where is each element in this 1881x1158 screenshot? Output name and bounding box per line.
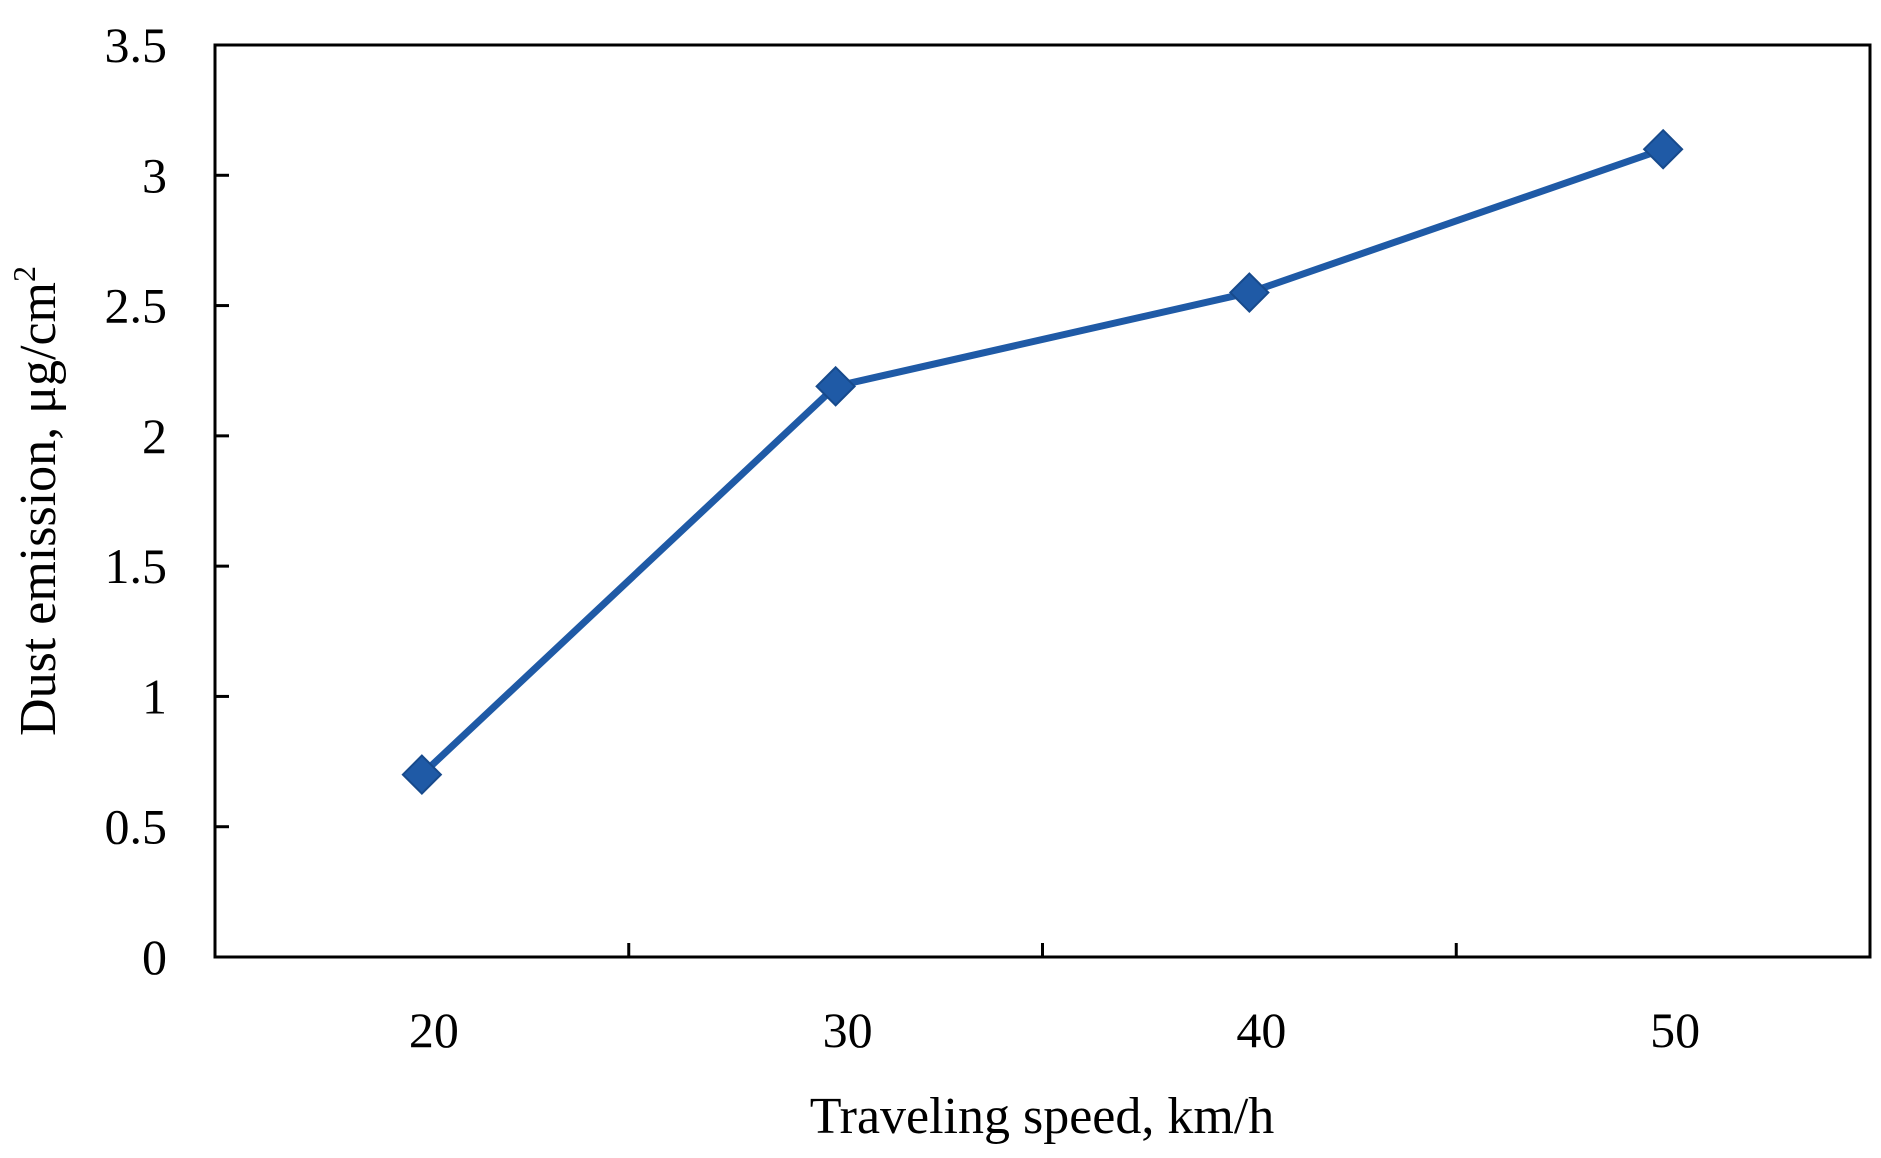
y-axis-title-main: Dust emission, μg/cm (10, 282, 67, 736)
y-tick-label: 2.5 (105, 278, 168, 334)
y-axis-title: Dust emission, μg/cm2 (6, 266, 67, 736)
x-tick-label: 40 (1236, 1002, 1286, 1058)
plot-area (213, 43, 1872, 959)
y-axis-title-superscript: 2 (6, 266, 42, 282)
x-tick-label: 50 (1650, 1002, 1700, 1058)
data-point-marker (1642, 128, 1684, 170)
data-point-marker (1228, 272, 1270, 313)
y-tick-label: 2 (142, 408, 167, 464)
y-axis-ticks: 0 0.5 1 1.5 2 2.5 3 3.5 (105, 17, 229, 985)
series-line (419, 145, 1665, 778)
x-axis-title: Traveling speed, km/h (810, 1088, 1275, 1145)
y-tick-label: 0.5 (105, 799, 168, 855)
data-point-marker (401, 754, 443, 796)
y-axis-title-group: Dust emission, μg/cm2 (6, 266, 67, 736)
y-tick-label: 1.5 (105, 538, 168, 594)
y-tick-label: 1 (142, 668, 167, 724)
series-layer (401, 128, 1684, 796)
y-tick-label: 3.5 (105, 17, 168, 73)
x-tick-label: 20 (409, 1002, 459, 1058)
y-tick-label: 0 (142, 929, 167, 985)
x-tick-label: 30 (823, 1002, 873, 1058)
x-axis-ticks: 20 30 40 50 (409, 943, 1700, 1058)
y-tick-label: 3 (142, 147, 167, 203)
data-point-marker (815, 365, 857, 407)
